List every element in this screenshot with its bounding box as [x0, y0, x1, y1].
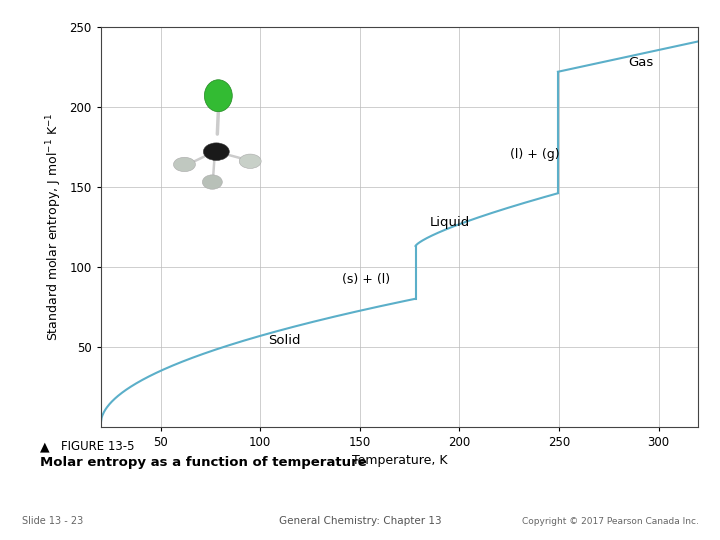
Ellipse shape	[204, 80, 233, 112]
Text: Solid: Solid	[268, 334, 300, 347]
Ellipse shape	[202, 175, 222, 189]
Text: Gas: Gas	[628, 56, 653, 69]
Text: Liquid: Liquid	[429, 215, 469, 228]
Text: Copyright © 2017 Pearson Canada Inc.: Copyright © 2017 Pearson Canada Inc.	[521, 517, 698, 526]
Text: (l) + (g): (l) + (g)	[510, 148, 560, 161]
X-axis label: Temperature, K: Temperature, K	[352, 454, 447, 467]
Text: ▲: ▲	[40, 440, 49, 453]
Ellipse shape	[174, 157, 195, 172]
Ellipse shape	[239, 154, 261, 168]
Text: Molar entropy as a function of temperature: Molar entropy as a function of temperatu…	[40, 456, 366, 469]
Y-axis label: Standard molar entropy, J mol$^{-1}$ K$^{-1}$: Standard molar entropy, J mol$^{-1}$ K$^…	[45, 113, 64, 341]
Text: General Chemistry: Chapter 13: General Chemistry: Chapter 13	[279, 516, 441, 526]
Text: Slide 13 - 23: Slide 13 - 23	[22, 516, 83, 526]
Text: (s) + (l): (s) + (l)	[342, 273, 390, 286]
Ellipse shape	[203, 143, 229, 160]
Text: FIGURE 13-5: FIGURE 13-5	[61, 440, 135, 453]
